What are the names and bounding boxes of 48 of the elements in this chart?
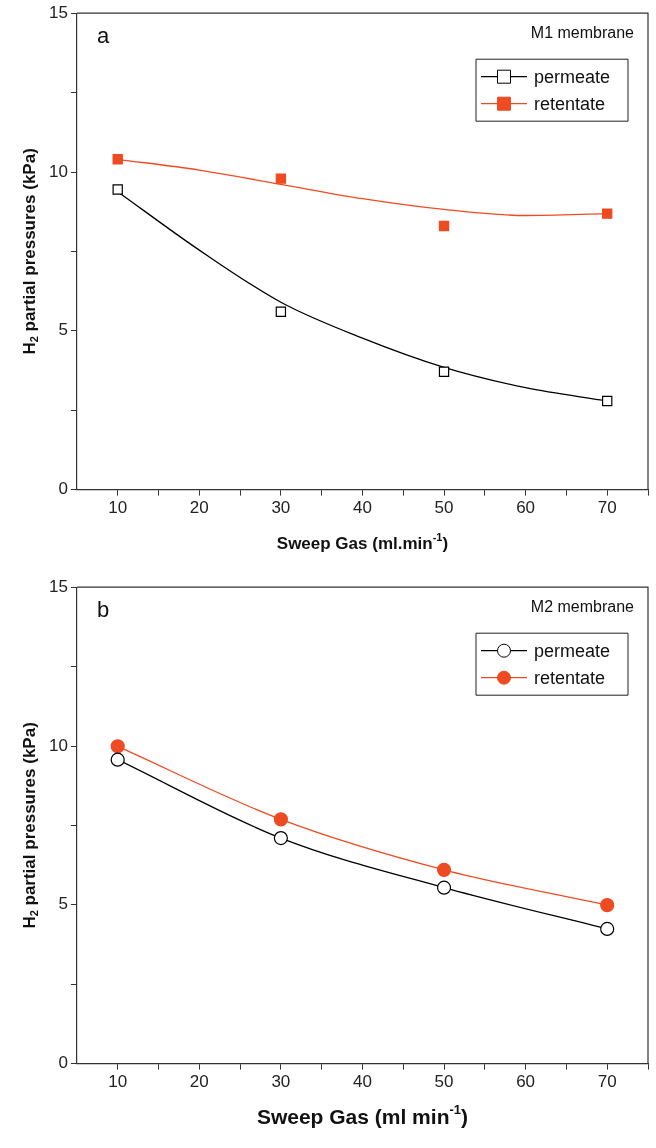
x-tick-label: 30 [271,498,291,518]
annotation: a [96,23,110,49]
point [436,862,452,877]
point [600,921,615,937]
y-tick-label: 5 [58,894,68,914]
y-tick-label: 0 [58,479,68,499]
legend-label: retentate [534,667,606,688]
point [602,395,613,407]
x-tick-label: 70 [597,498,617,518]
point [600,898,615,913]
point [110,752,125,767]
point [273,812,288,827]
y-axis-title: H2 partial pressures (kPa) [19,722,41,929]
point [438,220,450,232]
x-tick-label: 40 [352,498,372,518]
y-tick-label: 10 [48,161,68,181]
point [273,831,288,846]
x-tick-label: 70 [597,1072,617,1092]
x-tick-label: 40 [352,1072,372,1092]
y-tick-label: 15 [48,2,68,22]
point [275,306,287,317]
point [112,154,123,165]
annotation: M2 membrane [530,597,635,615]
y-tick-label: 5 [58,320,68,340]
x-tick-label: 30 [271,1072,291,1092]
annotation: M1 membrane [530,23,635,41]
point [436,880,452,895]
point [110,739,125,754]
point [438,366,450,377]
x-tick-label: 60 [516,1072,536,1092]
y-tick-label: 15 [48,576,68,596]
y-axis-title: H2 partial pressures (kPa) [19,148,41,355]
x-tick-label: 60 [516,498,536,518]
point [112,184,123,195]
y-tick-label: 0 [58,1053,68,1073]
legend-label: permeate [534,66,611,87]
x-tick-label: 20 [189,498,209,518]
legend-label: permeate [534,640,611,661]
point [602,208,613,219]
x-tick-label: 50 [434,498,454,518]
point [275,173,287,184]
x-tick-label: 10 [108,1072,128,1092]
legend-label: retentate [534,93,606,114]
x-tick-label: 20 [189,1072,209,1092]
x-tick-label: 10 [108,498,128,518]
x-tick-label: 50 [434,1072,454,1092]
annotation: b [96,597,110,623]
y-tick-label: 10 [48,735,68,755]
